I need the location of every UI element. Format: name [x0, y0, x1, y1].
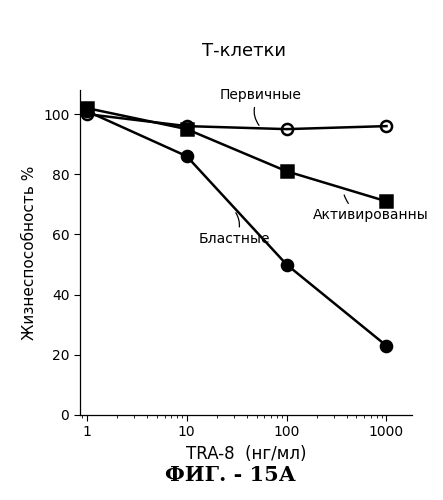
Text: ФИГ. - 15А: ФИГ. - 15А [165, 465, 296, 485]
Text: Бластные: Бластные [198, 212, 270, 246]
Text: Т-клетки: Т-клетки [202, 42, 286, 60]
X-axis label: TRA-8  (нг/мл): TRA-8 (нг/мл) [186, 445, 306, 463]
Text: Первичные: Первичные [220, 88, 302, 126]
Y-axis label: Жизнеспособность %: Жизнеспособность % [23, 166, 37, 340]
Text: Активированны: Активированны [313, 195, 429, 222]
